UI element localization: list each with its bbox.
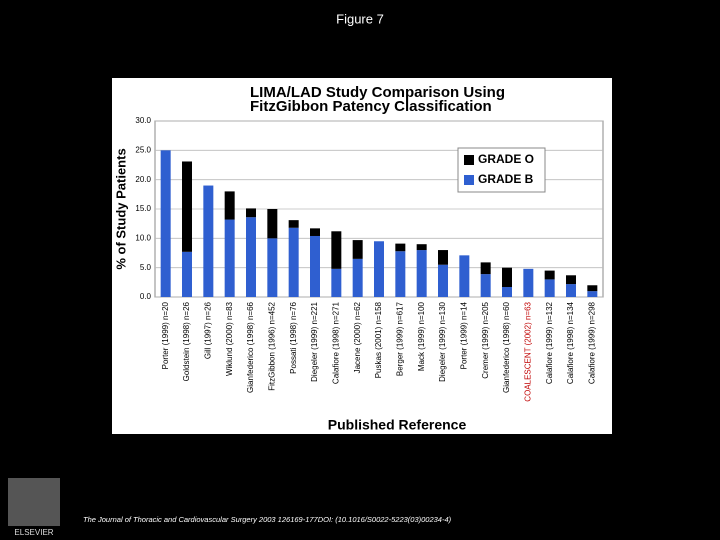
legend-label: GRADE B — [478, 172, 534, 186]
bar-segment — [160, 150, 171, 297]
bar-segment — [459, 255, 470, 297]
bar-segment — [480, 262, 491, 275]
bar-segment — [587, 291, 598, 297]
bar-segment — [331, 231, 342, 269]
bar-segment — [544, 279, 555, 297]
bar-segment — [544, 270, 555, 280]
x-tick-label: Cremer (1999) n=205 — [481, 301, 490, 378]
x-tick-label: Goldstein (1998) n=26 — [182, 301, 191, 381]
chart-title: LIMA/LAD Study Comparison Using — [250, 84, 505, 101]
bar-segment — [267, 238, 278, 297]
x-tick-label: Diegeler (1999) n=221 — [310, 301, 319, 381]
bar-segment — [416, 244, 427, 251]
bar-segment — [310, 228, 320, 236]
bar-segment — [288, 220, 299, 228]
bar-segment — [182, 161, 192, 252]
x-tick-label: Possati (1998) n=76 — [289, 301, 298, 373]
x-tick-label: Calafiore (1999) n=298 — [587, 301, 596, 384]
bar-segment — [203, 185, 214, 297]
bar-segment — [246, 208, 256, 218]
bar-segment — [587, 285, 598, 292]
y-tick-label: 15.0 — [135, 204, 151, 213]
x-tick-label: Wiklund (2000) n=83 — [225, 301, 234, 376]
bar-segment — [374, 241, 384, 297]
slide-title: Figure 7 — [336, 11, 384, 26]
x-tick-label: Calafiore (1999) n=132 — [545, 301, 554, 384]
x-tick-label: Gianfederico (1998) n=66 — [246, 301, 255, 393]
bar-segment — [331, 268, 342, 297]
y-axis-label: % of Study Patients — [113, 148, 128, 269]
bar-segment — [224, 191, 235, 220]
bar-segment — [267, 209, 278, 239]
y-tick-label: 20.0 — [135, 175, 151, 184]
x-tick-label: Mack (1999) n=100 — [417, 301, 426, 371]
bar-segment — [395, 243, 406, 252]
bar-segment — [523, 268, 534, 297]
x-tick-label: Porter (1999) n=14 — [459, 301, 468, 369]
x-tick-label: Calafiore (1998) n=134 — [566, 301, 575, 384]
y-tick-label: 5.0 — [140, 263, 152, 272]
x-tick-label: Puskas (2001) n=158 — [374, 301, 383, 378]
chart-title: FitzGibbon Patency Classification — [250, 98, 492, 115]
publisher-logo — [8, 478, 60, 526]
bar-segment — [480, 274, 491, 297]
x-tick-label: Berger (1999) n=617 — [395, 301, 404, 376]
y-tick-label: 0.0 — [140, 292, 152, 301]
x-axis-label: Published Reference — [328, 417, 467, 433]
footer-citation: The Journal of Thoracic and Cardiovascul… — [83, 515, 452, 524]
bar-segment — [395, 251, 406, 297]
bar-segment — [438, 250, 448, 265]
bar-segment — [352, 258, 363, 297]
x-tick-label: COALESCENT (2002) n=63 — [523, 301, 532, 401]
x-tick-label: Calafiore (1998) n=271 — [331, 301, 340, 384]
x-tick-label: Diegeler (1999) n=130 — [438, 301, 447, 381]
bar-segment — [566, 275, 576, 285]
bar-segment — [246, 217, 256, 297]
legend-label: GRADE O — [478, 152, 534, 166]
bar-segment — [416, 250, 427, 297]
legend-swatch — [464, 155, 474, 165]
plot: 0.0 5.0 10.0 15.0 20.0 25.0 30.0 Porter (1999) … — [135, 116, 604, 402]
y-tick-label: 25.0 — [135, 145, 151, 154]
bar-segment — [224, 219, 235, 297]
bar-segment — [310, 235, 320, 297]
bar-segment — [438, 264, 448, 297]
bar-segment — [502, 267, 512, 288]
bar-segment — [352, 240, 363, 259]
x-tick-label: Porter (1999) n=20 — [161, 301, 170, 369]
publisher-name: ELSEVIER — [14, 528, 53, 537]
x-tick-label: Gill (1997) n=26 — [203, 301, 212, 359]
bar-segment — [182, 251, 192, 297]
x-tick-label: FitzGibbon (1996) n=452 — [267, 301, 276, 390]
x-tick-label: Gianfederico (1998) n=60 — [502, 301, 511, 393]
bar-segment — [502, 287, 512, 297]
legend-swatch — [464, 175, 474, 185]
y-tick-label: 30.0 — [135, 116, 151, 125]
bar-segment — [566, 284, 576, 297]
bar-segment — [288, 227, 299, 297]
x-tick-label: Jacene (2000) n=62 — [353, 301, 362, 373]
y-tick-label: 10.0 — [135, 233, 151, 242]
